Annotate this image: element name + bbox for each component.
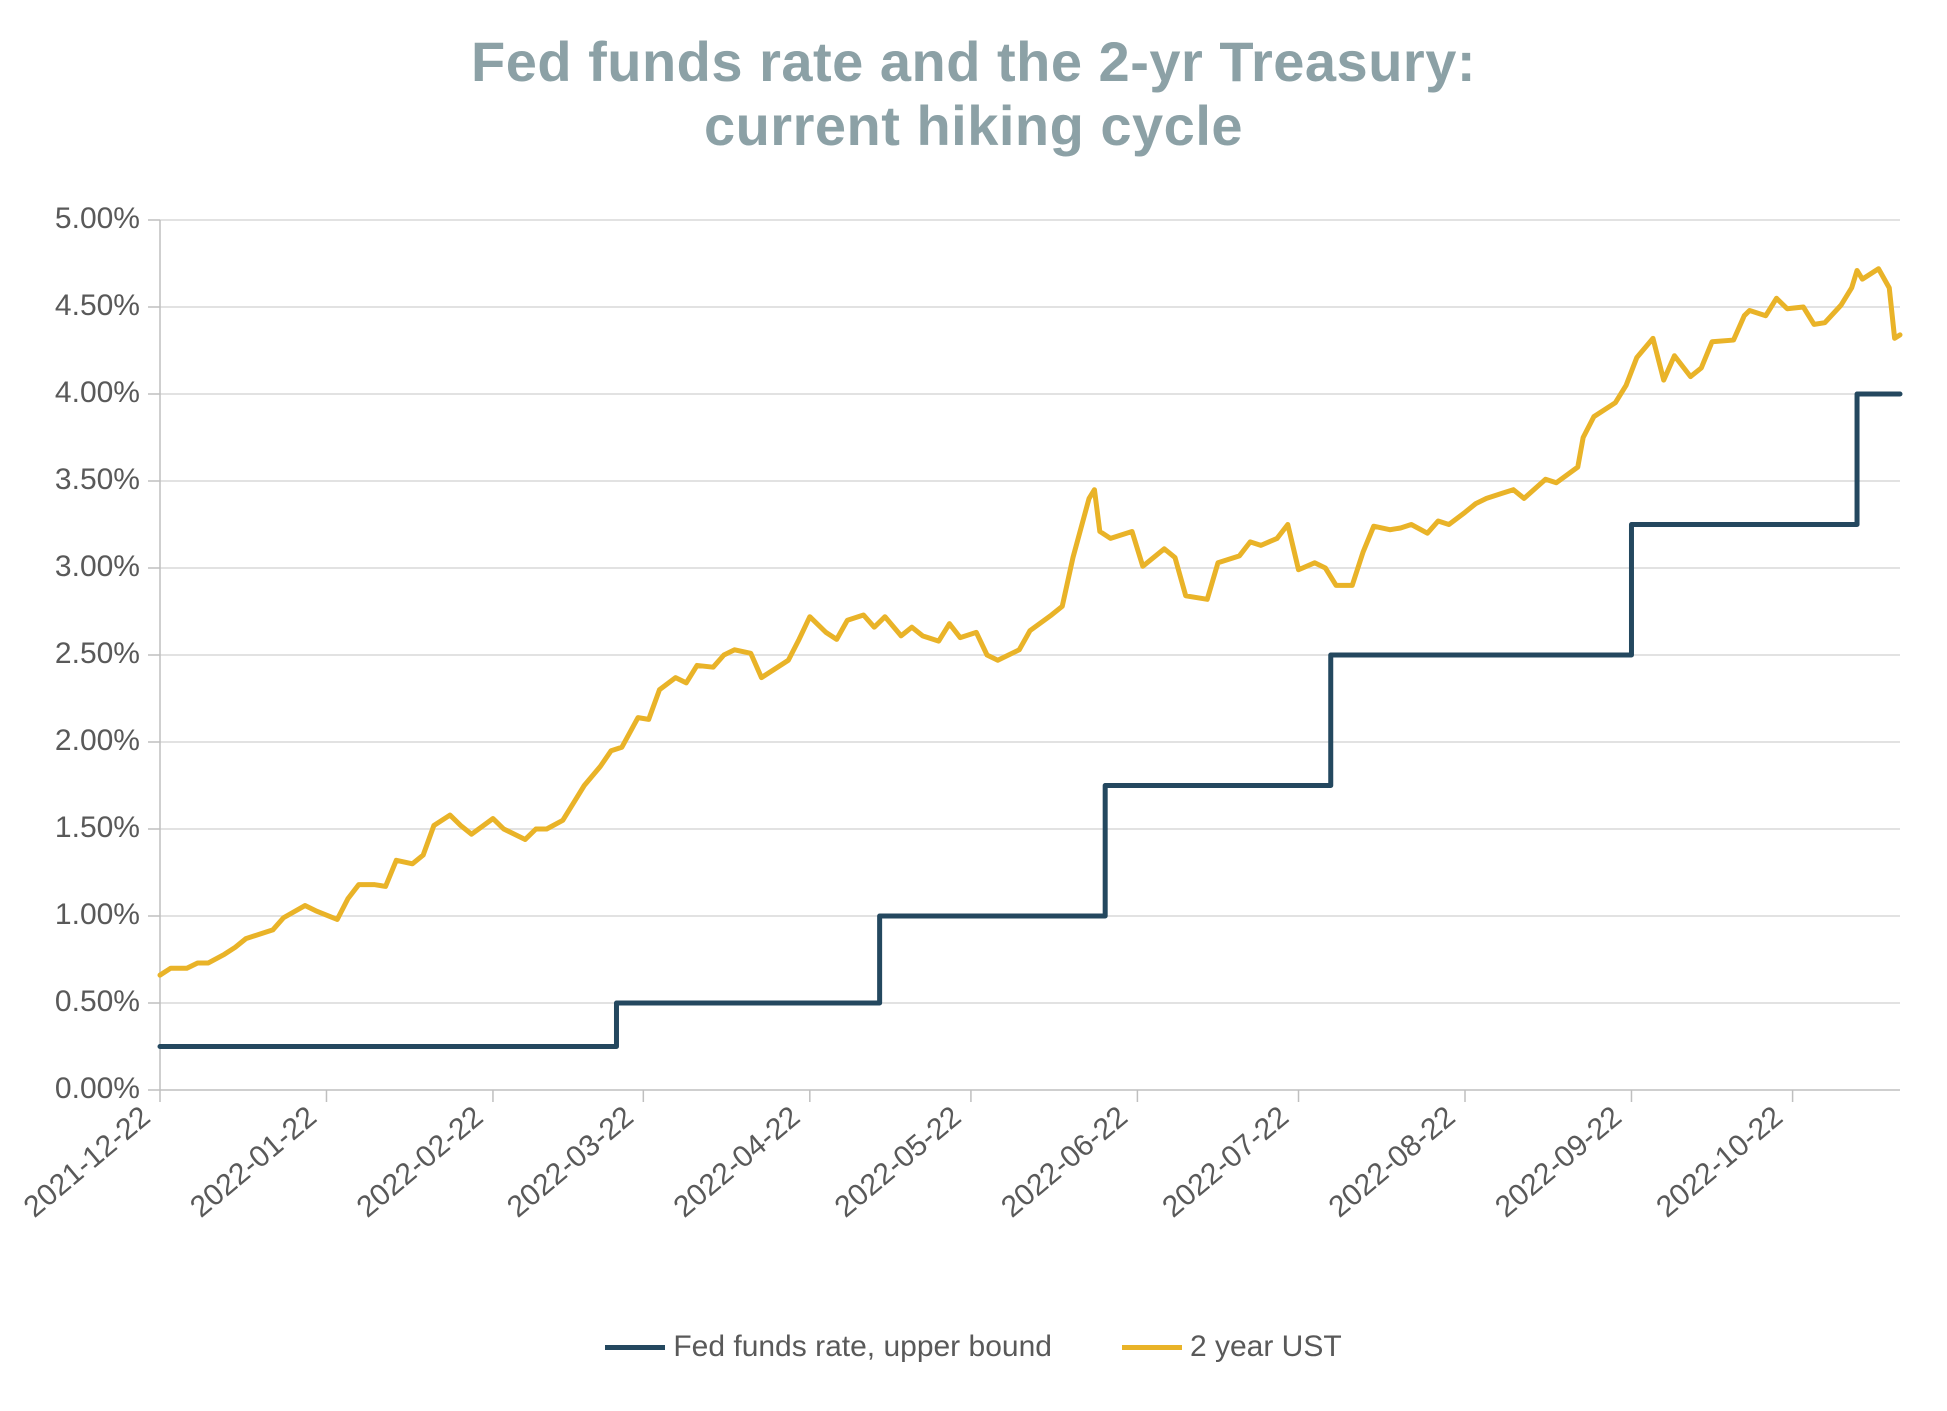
x-tick-label: 2022-06-22 bbox=[995, 1100, 1134, 1224]
y-tick-label: 1.50% bbox=[55, 811, 140, 844]
y-tick-label: 3.00% bbox=[55, 550, 140, 583]
x-tick-label: 2022-08-22 bbox=[1323, 1100, 1462, 1224]
x-tick-label: 2021-12-22 bbox=[18, 1100, 157, 1224]
y-tick-label: 2.00% bbox=[55, 724, 140, 757]
legend-item-ust2y: 2 year UST bbox=[1122, 1330, 1342, 1364]
y-tick-label: 0.50% bbox=[55, 985, 140, 1018]
y-tick-label: 4.00% bbox=[55, 376, 140, 409]
x-tick-label: 2022-01-22 bbox=[184, 1100, 323, 1224]
series-fed_funds bbox=[160, 394, 1900, 1047]
legend-item-fed_funds: Fed funds rate, upper bound bbox=[605, 1330, 1052, 1364]
legend-swatch bbox=[605, 1345, 665, 1350]
x-tick-label: 2022-04-22 bbox=[668, 1100, 807, 1224]
y-tick-label: 1.00% bbox=[55, 898, 140, 931]
y-tick-label: 2.50% bbox=[55, 637, 140, 670]
series-ust2y bbox=[160, 269, 1900, 975]
x-tick-label: 2022-07-22 bbox=[1156, 1100, 1295, 1224]
x-tick-label: 2022-03-22 bbox=[501, 1100, 640, 1224]
legend-label: 2 year UST bbox=[1190, 1330, 1342, 1364]
y-tick-label: 5.00% bbox=[55, 202, 140, 235]
x-tick-label: 2022-10-22 bbox=[1650, 1100, 1789, 1224]
y-tick-label: 3.50% bbox=[55, 463, 140, 496]
chart-plot: 0.00% 0.50% 1.00% 1.50% 2.00% 2.50% 3.00% 3.50%… bbox=[0, 0, 1947, 1411]
legend-swatch bbox=[1122, 1345, 1182, 1350]
x-tick-label: 2022-05-22 bbox=[829, 1100, 968, 1224]
y-tick-label: 4.50% bbox=[55, 289, 140, 322]
chart-container: Fed funds rate and the 2-yr Treasury: cu… bbox=[0, 0, 1947, 1411]
legend-label: Fed funds rate, upper bound bbox=[673, 1330, 1052, 1364]
y-tick-label: 0.00% bbox=[55, 1072, 140, 1105]
x-tick-label: 2022-09-22 bbox=[1489, 1100, 1628, 1224]
x-tick-label: 2022-02-22 bbox=[351, 1100, 490, 1224]
chart-legend: Fed funds rate, upper bound 2 year UST bbox=[0, 1330, 1947, 1364]
